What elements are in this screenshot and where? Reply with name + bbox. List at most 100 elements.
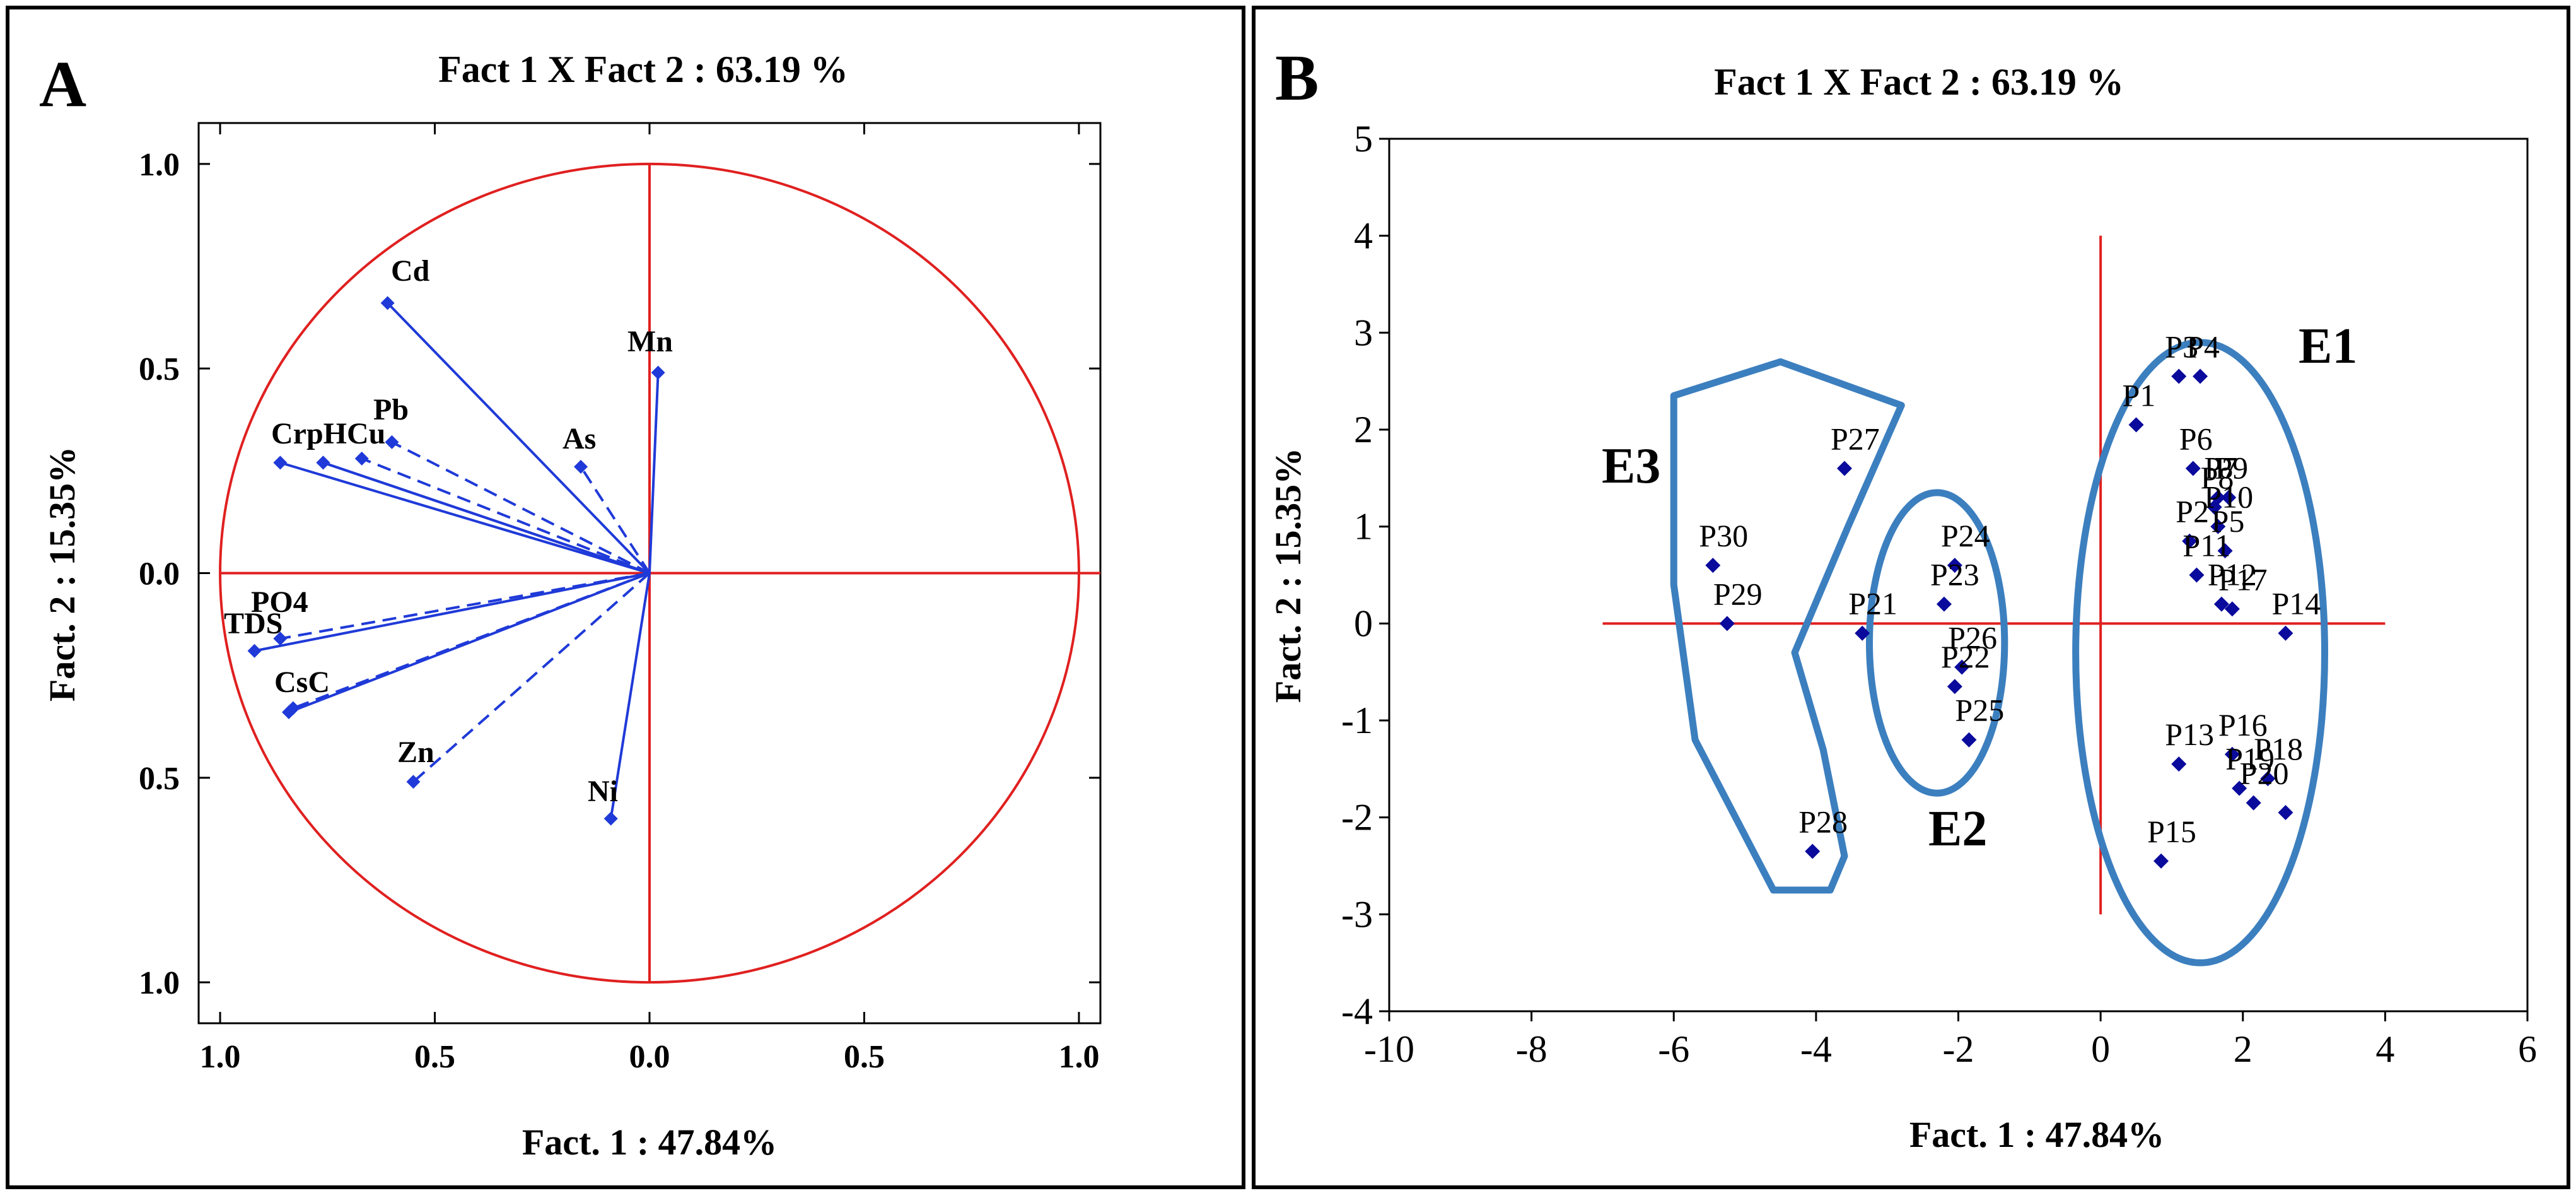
- label-zn: Zn: [397, 736, 434, 769]
- group-label-e3: E3: [1602, 438, 1660, 494]
- point-label-p27: P27: [1831, 421, 1880, 456]
- point-label-p6: P6: [2179, 421, 2213, 456]
- point-p30: [1705, 558, 1721, 573]
- point-p29: [1719, 616, 1735, 631]
- label-mn: Mn: [627, 325, 673, 358]
- panel-a: A Fact 1 X Fact 2 : 63.19 % 1.0 0.5 0.0 0.5…: [39, 48, 1102, 1163]
- b-y-tick-label: 4: [1354, 215, 1373, 257]
- vector-cu: [361, 457, 650, 575]
- panel-a-x-axis-label: Fact. 1 : 47.84%: [522, 1122, 777, 1163]
- b-x-tick-label: -8: [1516, 1028, 1547, 1070]
- point-label-p17: P17: [2218, 561, 2268, 597]
- label-tds: TDS: [224, 607, 283, 640]
- a-x-tick-label: 0.5: [844, 1039, 885, 1075]
- point-p20: [2246, 795, 2261, 811]
- b-x-tick-label: -2: [1943, 1028, 1974, 1070]
- vector-marker-as: [574, 459, 588, 474]
- panel-a-title: Fact 1 X Fact 2 : 63.19 %: [438, 49, 848, 90]
- point-label-p23: P23: [1930, 557, 1979, 592]
- point-p17: [2224, 601, 2240, 617]
- label-crphcu: CrpHCu: [271, 417, 385, 450]
- point-label-p30: P30: [1699, 518, 1748, 553]
- point-p5: [2217, 543, 2233, 559]
- point-label-p19: P19: [2225, 741, 2275, 777]
- vector-ph: [322, 461, 650, 575]
- point-label-p12: P12: [2208, 557, 2257, 592]
- b-y-tick-label: 2: [1354, 409, 1373, 450]
- vector-marker-zn: [406, 775, 421, 789]
- point-label-p5: P5: [2212, 503, 2245, 539]
- a-y-tick-label: 0.5: [139, 351, 180, 387]
- point-p21: [1855, 625, 1870, 641]
- point-label-p2: P2: [2176, 494, 2209, 529]
- a-y-tick-label: 1.0: [139, 147, 180, 183]
- point-p16: [2224, 746, 2240, 762]
- point-p1: [2128, 417, 2144, 433]
- label-ni: Ni: [588, 775, 618, 808]
- point-label-p22: P22: [1941, 639, 1990, 674]
- vector-pb: [391, 441, 650, 575]
- point-label-p3: P3: [2165, 329, 2198, 364]
- label-cd: Cd: [391, 254, 430, 288]
- vector-marker-pb: [385, 435, 399, 449]
- point-label-p29: P29: [1713, 576, 1763, 611]
- point-label-p26: P26: [1948, 620, 1997, 655]
- b-x-tick-label: -10: [1364, 1028, 1414, 1070]
- vector-ni: [609, 573, 651, 819]
- a-y-tick-label: 1.0: [139, 965, 180, 1001]
- vector-marker-ph: [316, 455, 330, 470]
- point-p8: [2206, 499, 2222, 515]
- point-p23: [1936, 596, 1952, 612]
- point-p26: [1954, 659, 1970, 675]
- vector-zn: [412, 572, 651, 783]
- a-x-tick-label: 0.5: [414, 1039, 455, 1075]
- group-e1-outline: [2072, 339, 2328, 966]
- point-p22: [1947, 679, 1962, 695]
- point-label-p11: P11: [2183, 528, 2230, 563]
- panel-a-label: A: [39, 48, 86, 120]
- b-y-tick-label: 5: [1354, 118, 1373, 160]
- b-x-tick-label: -4: [1800, 1028, 1832, 1070]
- point-p4: [2193, 368, 2208, 384]
- point-label-p20: P20: [2240, 756, 2289, 791]
- point-label-p18: P18: [2254, 731, 2303, 766]
- a-y-tick-label: 0.0: [139, 556, 180, 592]
- a-x-tick-label: 0.0: [629, 1039, 670, 1075]
- group-label-e2: E2: [1928, 801, 1987, 857]
- point-p19: [2232, 780, 2247, 796]
- b-y-tick-label: 0: [1354, 602, 1373, 644]
- vector-marker-tds: [247, 643, 262, 658]
- b-x-tick-label: 4: [2375, 1028, 2394, 1070]
- panel-b: B Fact 1 X Fact 2 : 63.19 % -10 -8 -6 -4 -2 0…: [1268, 42, 2537, 1155]
- label-csc: CsC: [274, 666, 330, 699]
- vector-mn: [648, 372, 660, 573]
- vector-marker-ni: [603, 811, 618, 826]
- b-y-tick-label: -1: [1341, 700, 1373, 741]
- point-p25: [1961, 732, 1977, 748]
- point-label-p7: P7: [2204, 450, 2237, 486]
- vector-marker-cr: [273, 455, 288, 470]
- vector-marker-cd: [380, 296, 395, 310]
- a-y-tick-label: 0.5: [139, 761, 180, 797]
- vector-marker-cu: [354, 451, 369, 466]
- point-p24: [1947, 558, 1962, 573]
- point-label-p9: P9: [2215, 450, 2248, 486]
- point-p9: [2221, 490, 2237, 505]
- b-x-tick-label: 0: [2091, 1028, 2110, 1070]
- group-e3-outline: [1670, 358, 1905, 894]
- panel-b-y-axis-label: Fact. 2 : 15.35%: [1268, 448, 1308, 703]
- panel-a-y-axis-label: Fact. 2 : 15.35%: [42, 447, 83, 702]
- b-x-tick-label: 2: [2234, 1028, 2253, 1070]
- b-y-tick-label: -2: [1341, 797, 1373, 838]
- a-x-tick-label: 1.0: [1058, 1039, 1099, 1075]
- label-po4: PO4: [251, 585, 308, 619]
- point-p3: [2171, 368, 2187, 384]
- vector-marker-c: [286, 701, 300, 715]
- point-label-p10: P10: [2204, 479, 2253, 515]
- point-label-p15: P15: [2147, 814, 2196, 849]
- point-label-p8: P8: [2201, 460, 2234, 495]
- vector-cd: [387, 302, 651, 574]
- label-pb: Pb: [373, 393, 409, 426]
- point-label-p25: P25: [1955, 693, 2004, 728]
